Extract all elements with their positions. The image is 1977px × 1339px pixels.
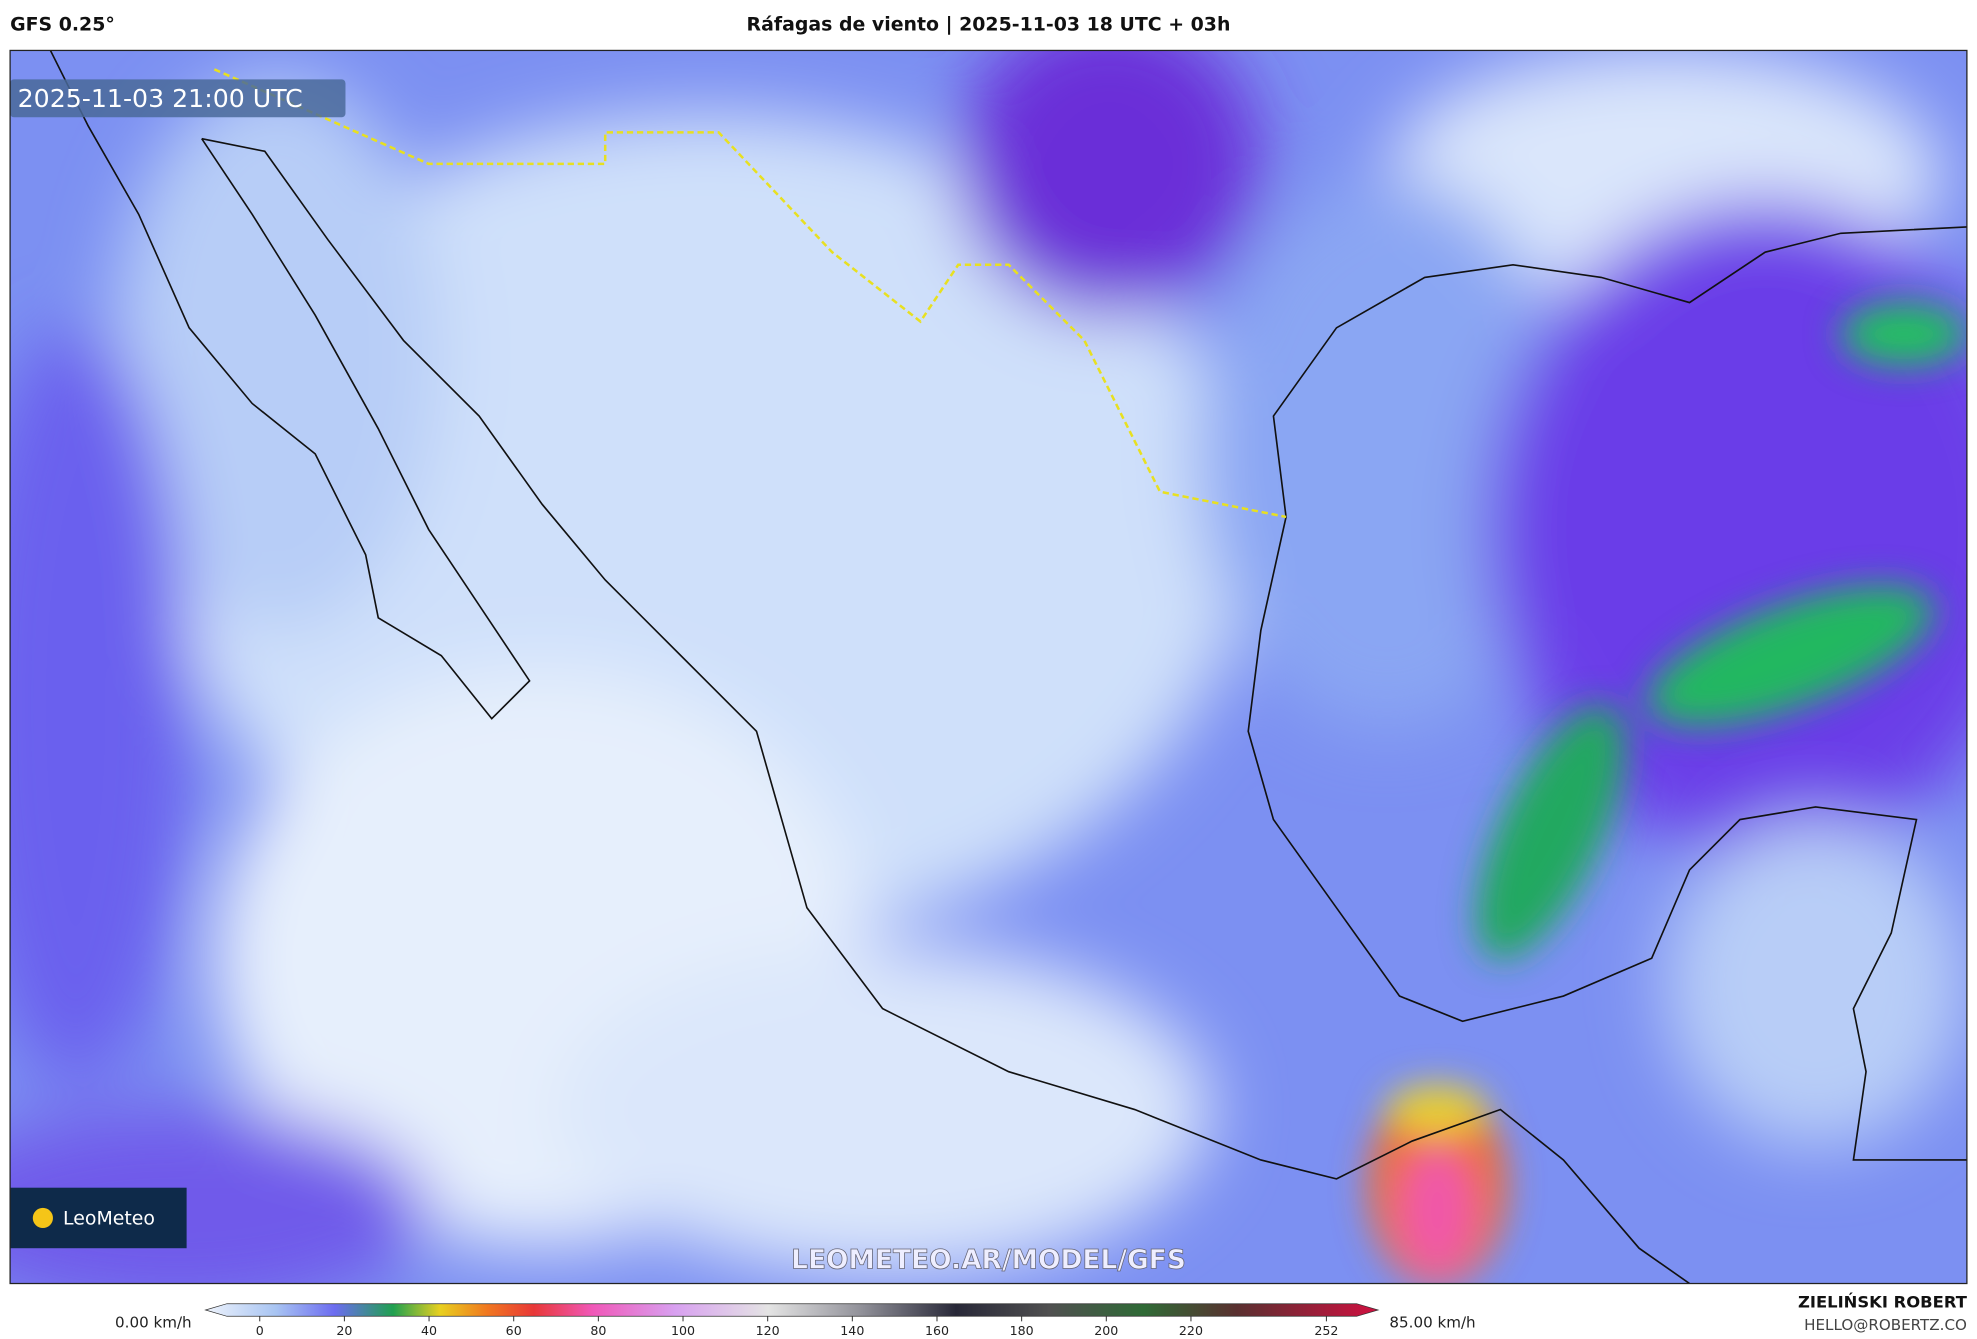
colorbar-tick-label: 80	[590, 1323, 606, 1338]
logo: LeoMeteo	[63, 1207, 155, 1229]
logo-sun	[32, 1207, 53, 1229]
colorbar-tick-label: 252	[1314, 1323, 1338, 1338]
colorbar-tick-label: 220	[1179, 1323, 1203, 1338]
coastlines	[49, 50, 1967, 1284]
map: 2025-11-03 21:00 UTC LeoMeteo LEOMETEO.A…	[10, 50, 1967, 1284]
colorbar-tick-label: 200	[1094, 1323, 1118, 1338]
colorbar-tick-label: 180	[1010, 1323, 1034, 1338]
timestamp-box	[10, 79, 346, 118]
colorbar-max: 85.00 km/h	[1389, 1314, 1475, 1332]
colorbar-ticks: 0 20 40 60 80 100 120 140 160 180 200 220 252	[256, 1316, 1338, 1338]
colorbar-tick-label: 120	[756, 1323, 780, 1338]
author: ZIELIŃSKI ROBERT	[1798, 1292, 1968, 1311]
timestamp: 2025-11-03 21:00 UTC	[18, 84, 303, 113]
colorbar-min: 0.00 km/h	[115, 1314, 192, 1332]
colorbar-tick-label: 40	[421, 1323, 437, 1338]
colorbar-tick-label: 60	[506, 1323, 522, 1338]
colorbar-tick-label: 100	[671, 1323, 695, 1338]
contact: HELLO@ROBERTZ.CO	[1804, 1316, 1967, 1334]
colorbar	[204, 1303, 1380, 1317]
watermark: LEOMETEO.AR/MODEL/GFS	[791, 1244, 1186, 1275]
map-frame	[9, 49, 1968, 1285]
border	[213, 68, 1287, 519]
colorbar-tick-label: 160	[925, 1323, 949, 1338]
colorbar-tick-label: 20	[336, 1323, 352, 1338]
model-label: GFS 0.25°	[10, 13, 115, 35]
colorbar-tick-label: 0	[256, 1323, 264, 1338]
map-title: Ráfagas de viento | 2025-11-03 18 UTC + …	[747, 13, 1231, 35]
colorbar-tick-label: 140	[840, 1323, 864, 1338]
